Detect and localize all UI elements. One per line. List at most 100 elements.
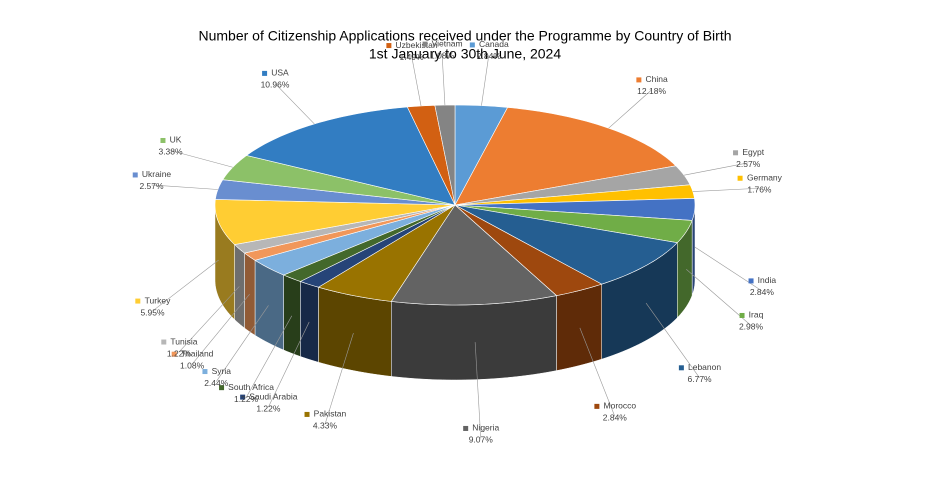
leader-line [684,162,749,176]
label-swatch [219,385,225,391]
slice [454,165,691,206]
slice [245,106,456,206]
category-label: Vietnam [432,38,463,48]
category-label: Ukraine [142,169,172,179]
leader-line [608,89,652,129]
pie-tops [214,104,696,306]
leader-line [152,259,219,312]
slice [454,198,696,221]
category-label: Lebanon [688,362,721,372]
leader-line [274,83,315,125]
category-label: China [645,74,667,84]
category-label: USA [271,68,289,78]
value-label: 6.77% [688,374,713,384]
value-label: 12.18% [637,86,666,96]
value-label: 2.44% [204,378,229,388]
slice [222,155,456,206]
value-label: 2.84% [750,287,775,297]
value-label: 1.22% [256,403,281,413]
slice [282,204,456,282]
label-swatch [594,403,600,409]
slice [454,204,678,285]
label-swatch [171,351,177,357]
leader-line [694,246,763,292]
value-label: 2.84% [477,51,502,61]
slice-side [254,259,284,351]
category-label: South Africa [228,382,274,392]
category-label: Tunisia [170,336,197,346]
label-swatch [748,278,754,284]
value-label: 3.38% [158,147,183,157]
chart-title: Number of Citizenship Applications recei… [198,28,731,44]
leader-line [151,184,218,190]
slice [233,204,456,254]
slice [317,204,456,302]
category-label: Egypt [742,147,764,157]
category-label: Saudi Arabia [249,391,297,401]
labels: Canada 2.84% China 12.18% Egypt 2.57% Germany 1… [132,38,783,445]
slice-side [300,281,319,363]
value-label: 4.33% [313,421,338,431]
slice-side [318,286,392,377]
leader-line [692,187,760,192]
slice-side [391,295,557,381]
label-swatch [262,70,268,76]
label-swatch [202,369,208,375]
label-swatch [422,41,428,47]
slice-side [234,244,245,329]
value-label: 2.84% [603,413,628,423]
label-swatch [240,394,246,400]
label-swatch [304,411,310,417]
value-label: 1.08% [180,360,205,370]
label-swatch [135,298,141,304]
slice [254,204,456,276]
value-label: 2.57% [139,181,164,191]
category-label: Morocco [604,401,637,411]
category-label: Iraq [749,310,764,320]
label-swatch [161,339,167,345]
leader-line [474,342,482,439]
category-label: Turkey [145,295,171,305]
slice-side [244,252,256,336]
label-swatch [469,42,475,48]
value-label: 5.95% [140,307,165,317]
value-label: 1.76% [747,184,772,194]
category-label: Syria [212,366,232,376]
label-swatch [739,312,745,318]
label-swatch [160,137,166,143]
category-label: India [758,275,777,285]
category-label: Pakistan [314,409,347,419]
value-label: 9.07% [469,435,494,445]
label-swatch [132,172,138,178]
leader-line [245,315,293,398]
leader-line [324,333,354,425]
slice [390,204,558,306]
category-label: Uzbekistan [396,40,438,50]
leader-line [441,54,446,106]
leader-line [411,55,422,107]
value-label: 1.22% [167,348,192,358]
pie-sides [214,204,696,381]
leader-line [579,327,616,417]
leader-line [191,294,250,365]
label-swatch [737,175,743,181]
leader-line [645,302,700,378]
value-label: 1.49% [399,52,424,62]
leader-line [178,286,240,353]
value-label: 2.57% [736,159,761,169]
label-swatch [386,43,392,49]
slice [214,199,456,245]
slice-side [556,283,602,371]
leader-line [216,305,269,382]
slice [243,204,456,261]
slice [434,104,456,206]
chart-subtitle: 1st January to 30th June, 2024 [369,46,561,62]
leader-line [170,150,233,168]
value-label: 1.08% [430,50,455,60]
label-swatch [636,77,642,83]
category-label: Germany [747,172,783,182]
label-swatch [733,150,739,156]
value-label: 10.96% [261,80,290,90]
value-label: 2.98% [739,322,764,332]
